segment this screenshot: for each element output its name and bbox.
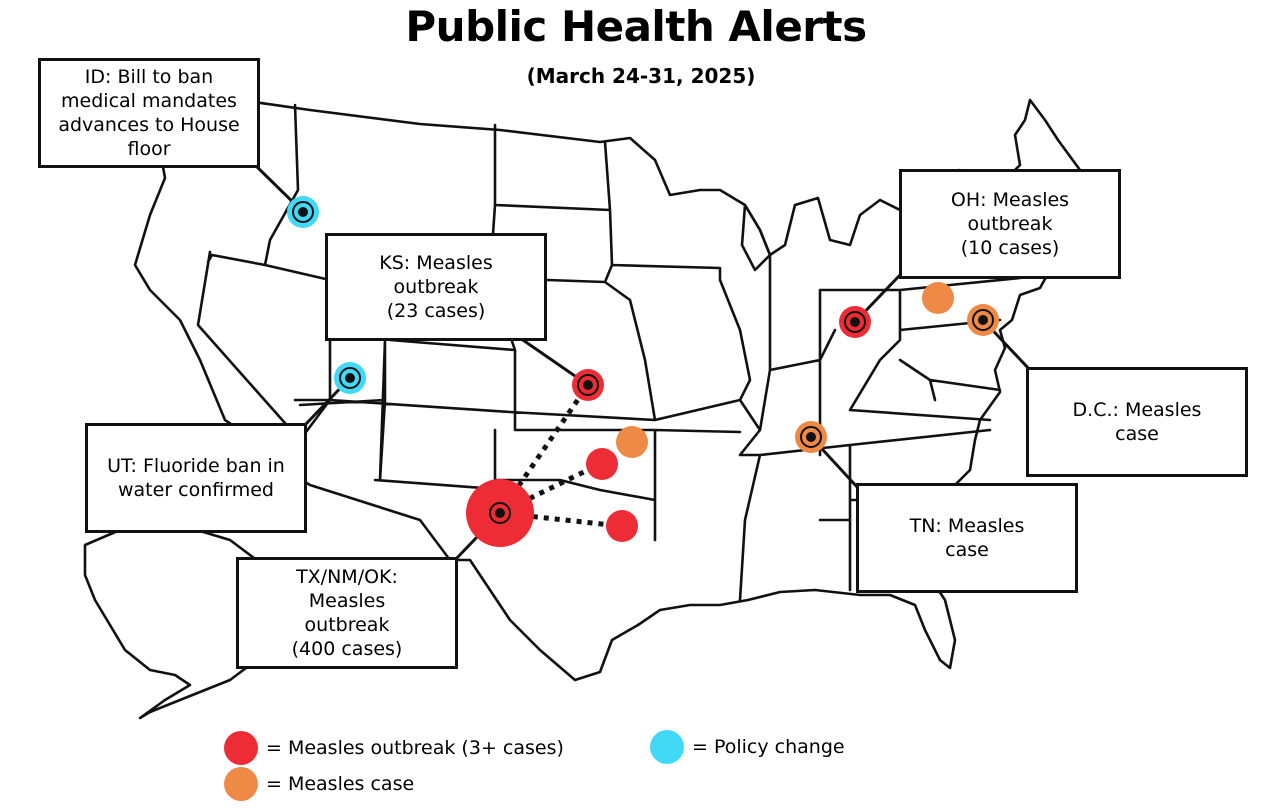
markers <box>287 196 999 547</box>
callout-ks-line: (23 cases) <box>386 300 486 322</box>
callout-tx-line: TX/NM/OK: <box>296 566 398 588</box>
callout-tx-line: outbreak <box>304 614 390 636</box>
callout-id-line: ID: Bill to ban <box>84 66 214 88</box>
callout-ks-line: KS: Measles <box>379 252 493 274</box>
marker-ok-case <box>616 426 648 458</box>
legend-case: = Measles case <box>224 767 414 801</box>
callout-dc-line: case <box>1115 423 1159 445</box>
callout-tx-line: (400 cases) <box>291 638 403 660</box>
legend-case-label: = Measles case <box>266 773 415 795</box>
callout-ut-line: water confirmed <box>118 479 274 501</box>
lake-michigan <box>740 203 772 272</box>
callout-tn-line: TN: Measles <box>909 515 1025 537</box>
link-tx-ok <box>498 461 602 516</box>
legend-outbreak: = Measles outbreak (3+ cases) <box>224 731 564 765</box>
callout-tx: TX/NM/OK: Measles outbreak (400 cases) <box>236 557 458 669</box>
callout-id: ID: Bill to ban medical mandates advance… <box>38 58 260 168</box>
red-dot-icon <box>224 731 258 765</box>
callout-ut: UT: Fluoride ban in water confirmed <box>85 423 307 533</box>
page-subtitle: (March 24-31, 2025) <box>526 64 756 88</box>
callout-ut-line: UT: Fluoride ban in <box>107 455 285 477</box>
callout-ks-line: outbreak <box>393 276 479 298</box>
callout-id-line: advances to House <box>58 114 240 136</box>
callout-dc: D.C.: Measles case <box>1026 367 1248 477</box>
callout-id-line: floor <box>127 138 171 160</box>
callout-oh-line: outbreak <box>967 213 1053 235</box>
state-lines <box>196 103 1062 602</box>
page-title: Public Health Alerts <box>405 2 867 51</box>
cyan-dot-icon <box>650 730 684 764</box>
callout-dc-line: D.C.: Measles <box>1072 399 1202 421</box>
marker-tx-east-outbreak <box>606 510 638 542</box>
callout-tx-line: Measles <box>308 590 386 612</box>
marker-pa-case <box>922 282 954 314</box>
callout-tn-line: case <box>945 539 989 561</box>
callout-id-line: medical mandates <box>61 90 237 112</box>
callout-tn: TN: Measles case <box>856 483 1078 593</box>
marker-ok-outbreak <box>586 448 618 480</box>
callout-ks: KS: Measles outbreak (23 cases) <box>325 233 547 341</box>
orange-dot-icon <box>224 767 258 801</box>
callout-oh-line: (10 cases) <box>960 237 1060 259</box>
link-tx-east <box>499 510 621 529</box>
us-border <box>133 94 1082 682</box>
callout-oh: OH: Measles outbreak (10 cases) <box>899 169 1121 279</box>
legend-outbreak-label: = Measles outbreak (3+ cases) <box>266 737 564 759</box>
callout-oh-line: OH: Measles <box>950 189 1070 211</box>
legend-policy: = Policy change <box>650 730 845 764</box>
legend-policy-label: = Policy change <box>692 736 845 758</box>
